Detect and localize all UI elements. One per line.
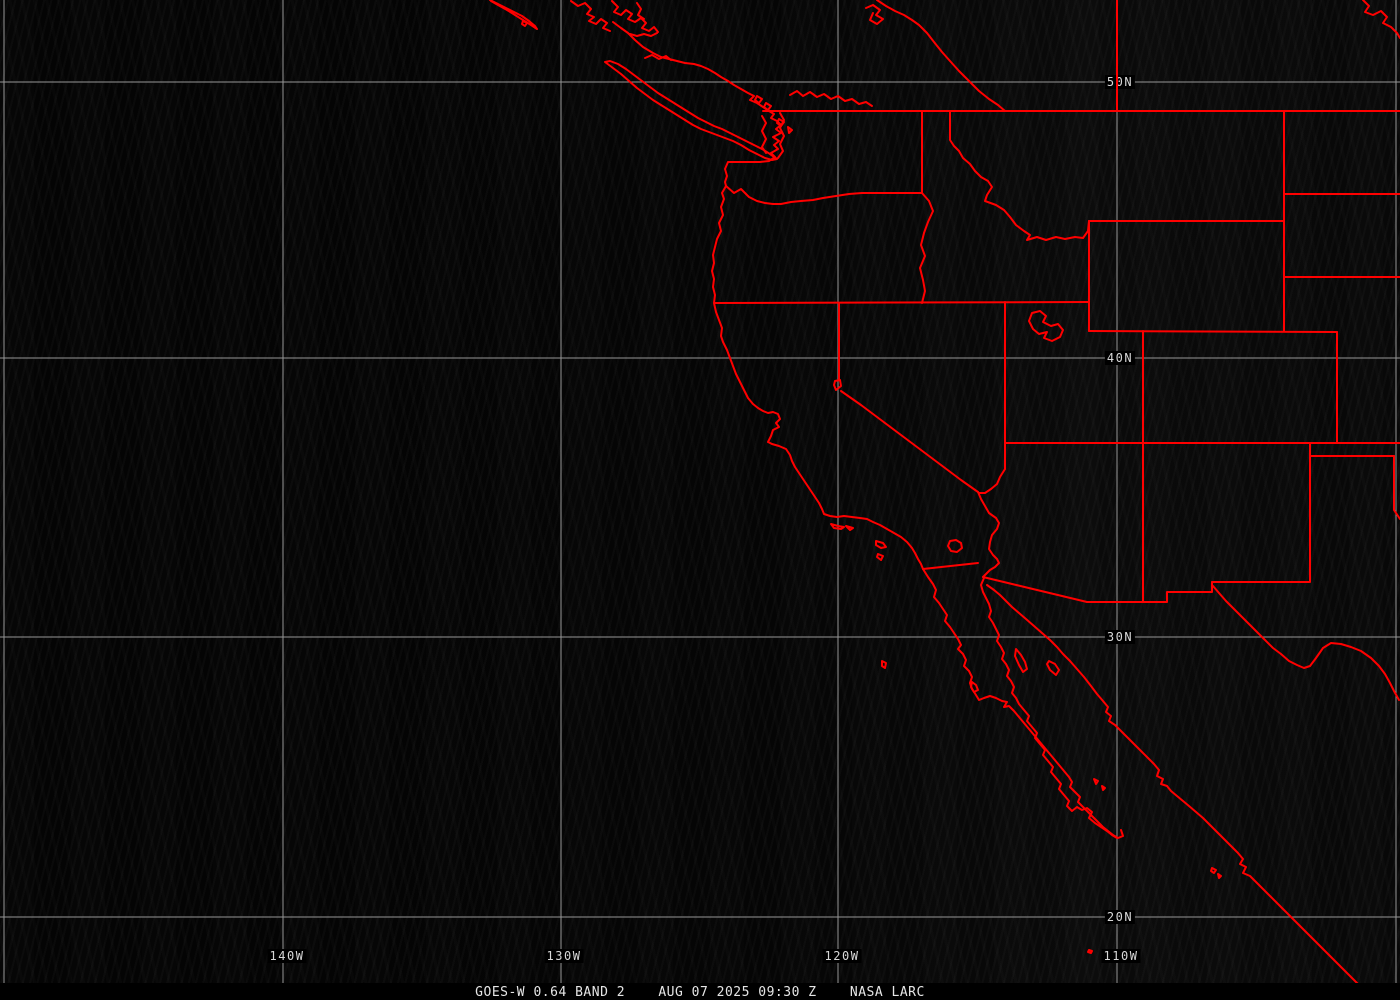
islands-gulf-san-juan — [754, 95, 793, 134]
border-41n — [1088, 330, 1338, 333]
border-or-id-snake — [919, 192, 934, 304]
grid-label-130w: 130W — [544, 949, 584, 963]
lake-tahoe — [833, 379, 842, 391]
grid-label-40n: 40N — [1104, 351, 1136, 365]
island-cedros — [970, 681, 979, 693]
river-kinbasket-squiggle — [865, 4, 884, 25]
border-tx-100w — [1393, 455, 1400, 520]
river-rio-grande — [1212, 585, 1400, 701]
border-sask-manitoba — [1362, 0, 1400, 39]
grid-label-50n: 50N — [1104, 75, 1136, 89]
border-bc-alberta — [876, 0, 1006, 112]
border-wa-or-columbia — [725, 185, 923, 205]
coast-baja-pacific — [922, 568, 1124, 839]
coast-sonora-sinaloa — [986, 584, 1373, 1000]
grid-label-30n: 30N — [1104, 630, 1136, 644]
islands-bc-central-3 — [629, 2, 658, 37]
lake-salton-sea — [947, 539, 963, 553]
islands-bc-central-1 — [570, 0, 611, 32]
inlets-puget-sound — [761, 112, 785, 159]
island-haida-gwaii — [489, 0, 538, 30]
inlets-vancouver-island-north — [644, 54, 672, 61]
coast-bc-mainland-puget — [612, 21, 782, 187]
border-nm-mexico-bootheel — [1086, 581, 1213, 603]
island-vancouver — [604, 60, 778, 161]
islands-marias — [1210, 867, 1222, 879]
island-guadalupe — [881, 660, 887, 669]
caption-strip — [0, 983, 1400, 1000]
islands-channel — [830, 523, 887, 561]
coast-us-west — [711, 185, 924, 570]
border-id-mt — [949, 110, 1090, 241]
island-angel-de-la-guarda — [1014, 648, 1028, 673]
island-tiburon — [1046, 660, 1060, 676]
coast-baja-gulf — [980, 577, 1118, 839]
border-42n — [714, 301, 1090, 304]
island-revillagigedo — [1087, 949, 1093, 954]
grid-label-110w: 110W — [1101, 949, 1141, 963]
river-colorado-ca-az — [977, 491, 1000, 578]
islands-bc-central-2 — [611, 0, 659, 33]
lake-great-salt — [1028, 310, 1064, 342]
river-colorado-nv — [978, 468, 1006, 494]
border-ca-nv-diagonal — [840, 390, 979, 493]
border-ca-mexico — [922, 562, 979, 570]
islands-la-paz — [1093, 778, 1106, 791]
border-az-mexico — [982, 576, 1088, 603]
grid-label-140w: 140W — [267, 949, 307, 963]
grid-label-120w: 120W — [822, 949, 862, 963]
image-caption: GOES-W 0.64 BAND 2 AUG 07 2025 09:30 Z N… — [475, 985, 925, 1000]
inlets-bc-fjords — [789, 90, 873, 107]
grid-label-20n: 20N — [1104, 910, 1136, 924]
